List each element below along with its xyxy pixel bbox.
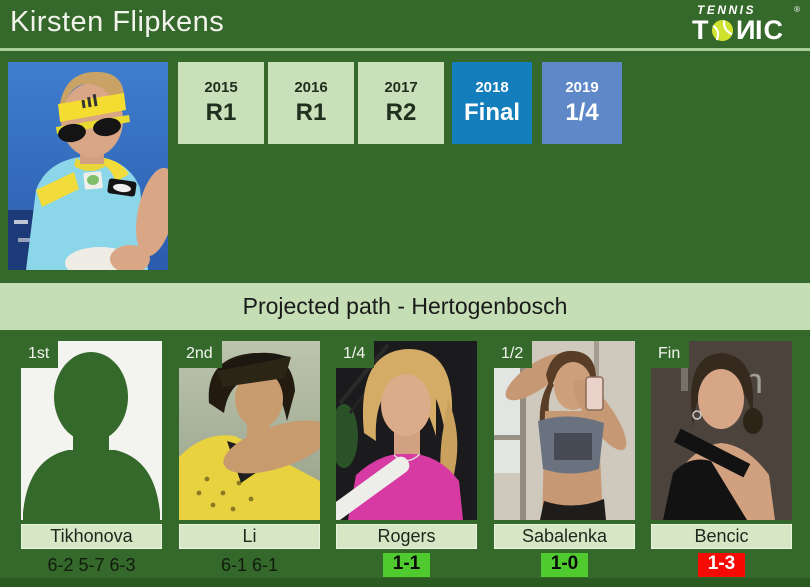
opponent-name: Sabalenka bbox=[494, 524, 635, 549]
opponent-photo-rogers: 1/4 bbox=[336, 341, 477, 520]
opponent-photo-tikhonova: 1st bbox=[21, 341, 162, 520]
header-divider bbox=[0, 48, 810, 51]
head-to-head-badge: 1-3 bbox=[697, 553, 746, 577]
round-result: R2 bbox=[385, 98, 417, 126]
round-badge: 2nd bbox=[179, 341, 222, 369]
year-result-2017: 2017 R2 bbox=[358, 62, 444, 144]
opponent-card-bencic: n Fin Bencic 1-3 bbox=[651, 341, 792, 577]
tennis-tonic-logo: TENNIS ® T N IC bbox=[692, 3, 800, 45]
logo-word-tennis: TENNIS bbox=[697, 3, 757, 17]
opponent-card-sabalenka: 1/2 Sabalenka 1-0 bbox=[494, 341, 635, 577]
logo-word-tonic: T N IC bbox=[692, 15, 796, 45]
round-badge: Fin bbox=[651, 341, 690, 369]
opponent-name: Li bbox=[179, 524, 320, 549]
opponent-card-rogers: 1/4 Rogers 1-1 bbox=[336, 341, 477, 577]
logo-letter-n: N bbox=[734, 15, 756, 45]
match-score: 6-1 6-1 bbox=[220, 554, 279, 575]
tennis-ball-icon bbox=[711, 19, 734, 42]
round-badge: 1/2 bbox=[494, 341, 533, 369]
round-badge: 1st bbox=[21, 341, 59, 369]
year-label: 2017 bbox=[384, 79, 418, 97]
year-label: 2015 bbox=[204, 79, 238, 97]
score-row: 1-0 bbox=[494, 553, 635, 577]
year-label: 2019 bbox=[565, 79, 599, 97]
year-label: 2018 bbox=[475, 79, 509, 97]
score-row: 6-2 5-7 6-3 bbox=[21, 553, 162, 577]
round-badge: 1/4 bbox=[336, 341, 375, 369]
round-result: R1 bbox=[205, 98, 237, 126]
opponent-card-tikhonova: 1st Tikhonova 6-2 5-7 6-3 bbox=[21, 341, 162, 577]
page-title: Kirsten Flipkens bbox=[10, 6, 225, 38]
round-result: 1/4 bbox=[565, 98, 599, 126]
score-row: 1-3 bbox=[651, 553, 792, 577]
year-result-2015: 2015 R1 bbox=[178, 62, 264, 144]
year-result-2016: 2016 R1 bbox=[268, 62, 354, 144]
score-row: 6-1 6-1 bbox=[179, 553, 320, 577]
score-row: 1-1 bbox=[336, 553, 477, 577]
head-to-head-badge: 1-0 bbox=[540, 553, 589, 577]
head-to-head-badge: 1-1 bbox=[382, 553, 431, 577]
logo-letter-t: T bbox=[692, 15, 710, 45]
registered-mark: ® bbox=[794, 5, 800, 14]
round-result: R1 bbox=[295, 98, 327, 126]
projected-path-cards: 1st Tikhonova 6-2 5-7 6-3 bbox=[0, 341, 810, 578]
bottom-border bbox=[0, 578, 810, 587]
year-label: 2016 bbox=[294, 79, 328, 97]
opponent-name: Bencic bbox=[651, 524, 792, 549]
opponent-photo-sabalenka: 1/2 bbox=[494, 341, 635, 520]
player-photo bbox=[8, 62, 168, 270]
opponent-name: Tikhonova bbox=[21, 524, 162, 549]
round-result: Final bbox=[463, 98, 520, 126]
opponent-card-li: 2nd Li 6-1 6-1 bbox=[179, 341, 320, 577]
opponent-name: Rogers bbox=[336, 524, 477, 549]
logo-letters-ic: IC bbox=[755, 15, 784, 45]
opponent-photo-li: 2nd bbox=[179, 341, 320, 520]
year-result-2018: 2018 Final bbox=[452, 62, 532, 144]
projected-path-banner: Projected path - Hertogenbosch bbox=[0, 283, 810, 330]
opponent-photo-bencic: n Fin bbox=[651, 341, 792, 520]
year-result-2019: 2019 1/4 bbox=[542, 62, 622, 144]
yearly-results: 2015 R1 2016 R1 2017 R2 2018 Final 2019 … bbox=[178, 62, 622, 144]
match-score: 6-2 5-7 6-3 bbox=[47, 554, 136, 575]
projected-path-heading: Projected path - Hertogenbosch bbox=[242, 293, 568, 319]
